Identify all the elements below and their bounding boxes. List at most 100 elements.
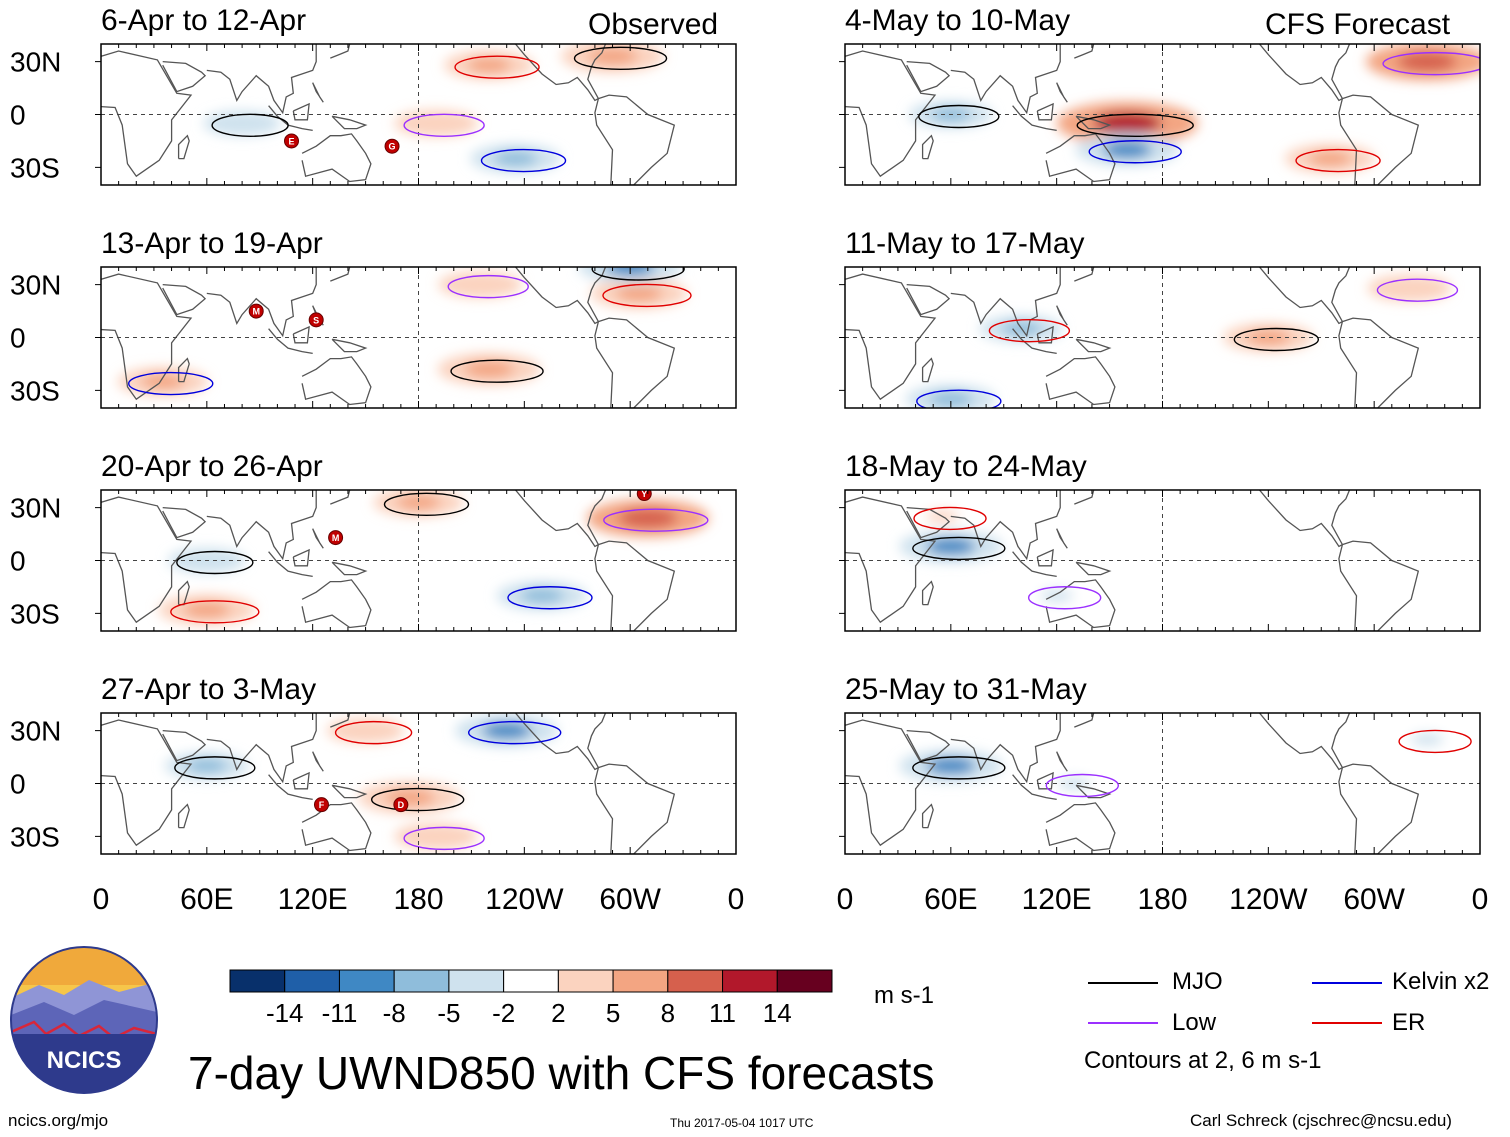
coastline <box>177 357 190 383</box>
coastline <box>292 325 310 344</box>
wave-contour <box>370 787 465 812</box>
lat-label: 30N <box>10 270 61 301</box>
coastline <box>312 528 324 549</box>
panel-title: 18-May to 24-May <box>845 450 1087 483</box>
lon-label: 120W <box>485 883 564 916</box>
colorbar-swatch <box>284 969 340 993</box>
coastline <box>162 729 207 762</box>
coastline <box>1012 328 1057 355</box>
anomaly-core <box>926 757 976 775</box>
storm-marker: G <box>384 138 400 154</box>
coastline <box>1258 713 1351 771</box>
coastline <box>950 44 1061 115</box>
lat-label: 0 <box>10 323 26 354</box>
coastline <box>906 60 951 93</box>
logo-sun-band <box>11 947 157 985</box>
colorbar-tick-label: 2 <box>551 998 565 1028</box>
anomaly-core <box>347 723 384 738</box>
figure-title: 7-day UWND850 with CFS forecasts <box>188 1047 935 1099</box>
wave-contour <box>602 283 692 308</box>
storm-marker-letter: G <box>389 142 396 152</box>
anomaly-core <box>396 494 441 511</box>
coastline <box>1056 82 1068 103</box>
coastline <box>1045 802 1116 852</box>
wave-contour <box>1398 729 1472 754</box>
wave-contour <box>454 55 540 79</box>
coastline <box>206 713 317 784</box>
anomaly-core <box>183 601 231 618</box>
coastline <box>594 94 676 185</box>
anomaly-core <box>1246 329 1290 346</box>
coastline <box>330 490 351 505</box>
panel-title: 25-May to 31-May <box>845 673 1087 706</box>
panel-title: 27-Apr to 3-May <box>101 673 316 706</box>
coastline <box>206 490 317 561</box>
anomaly-core <box>186 758 227 774</box>
coastline <box>292 102 310 121</box>
colorbar-swatch <box>229 969 286 993</box>
wave-contour <box>573 46 668 71</box>
lon-label: 180 <box>393 883 443 916</box>
coastline <box>1056 751 1068 772</box>
coastline <box>1036 548 1054 567</box>
coastline <box>594 540 676 631</box>
coastline <box>906 729 951 762</box>
coastline <box>1012 105 1057 132</box>
storm-marker-letter: S <box>313 315 319 325</box>
coastline <box>1074 713 1095 728</box>
wave-contour <box>1376 278 1459 302</box>
map-panel: 27-Apr to 3-May F D 30N 0 30S <box>10 673 737 855</box>
coastline <box>921 357 934 383</box>
coastline <box>331 784 368 799</box>
coastline <box>301 133 372 183</box>
lon-label: 0 <box>1472 883 1489 916</box>
logo-text: NCICS <box>47 1047 122 1074</box>
coastline <box>292 771 310 790</box>
coastline <box>101 50 193 178</box>
map-panel: 25-May to 31-May <box>839 673 1481 855</box>
coastline <box>330 44 351 59</box>
anomaly-core <box>460 277 501 292</box>
storm-marker: Y <box>636 490 652 502</box>
lat-label: 30N <box>10 493 61 524</box>
coastline <box>950 267 1061 338</box>
footer-url: ncics.org/mjo <box>8 1111 109 1130</box>
lon-label: 0 <box>93 883 110 916</box>
wave-contour <box>591 267 685 281</box>
lat-label: 0 <box>10 100 26 131</box>
coastline <box>1056 528 1068 549</box>
colorbar: -14 -11 -8 -5 -2 2 5 8 11 14 <box>229 969 833 1028</box>
storm-marker-letter: M <box>332 533 340 543</box>
coastline <box>301 356 372 406</box>
anomaly-core <box>926 537 976 556</box>
map-panel: 6-Apr to 12-Apr E G 30N 0 30S <box>10 4 737 186</box>
legend-label-kelvin: Kelvin x2 <box>1392 968 1490 995</box>
lat-label: 30N <box>10 47 61 78</box>
anomaly-core <box>416 829 457 844</box>
wave-contour <box>128 371 214 396</box>
anomaly-core <box>223 116 261 131</box>
wave-contour <box>480 148 567 173</box>
anomaly-core <box>1102 141 1153 159</box>
panel-title: 13-Apr to 19-Apr <box>101 227 323 260</box>
lat-label: 0 <box>10 769 26 800</box>
wave-contour <box>211 113 289 138</box>
anomaly-core <box>1039 589 1074 603</box>
coastline <box>514 713 607 771</box>
wave-contour <box>918 104 1000 129</box>
colorbar-swatch <box>448 969 505 993</box>
lon-label: 120E <box>1022 883 1092 916</box>
coastline <box>1258 267 1351 325</box>
storm-marker: S <box>308 312 324 328</box>
anomaly-core <box>481 722 532 740</box>
wave-contour <box>1233 327 1320 352</box>
anomaly-core <box>1389 280 1430 296</box>
coastline <box>101 719 193 847</box>
wave-contour <box>1027 586 1102 610</box>
colorbar-tick-label: -8 <box>383 998 406 1028</box>
coastline <box>514 267 607 325</box>
coastline <box>514 44 607 102</box>
coastline <box>1338 763 1420 854</box>
coastline <box>1074 44 1095 59</box>
